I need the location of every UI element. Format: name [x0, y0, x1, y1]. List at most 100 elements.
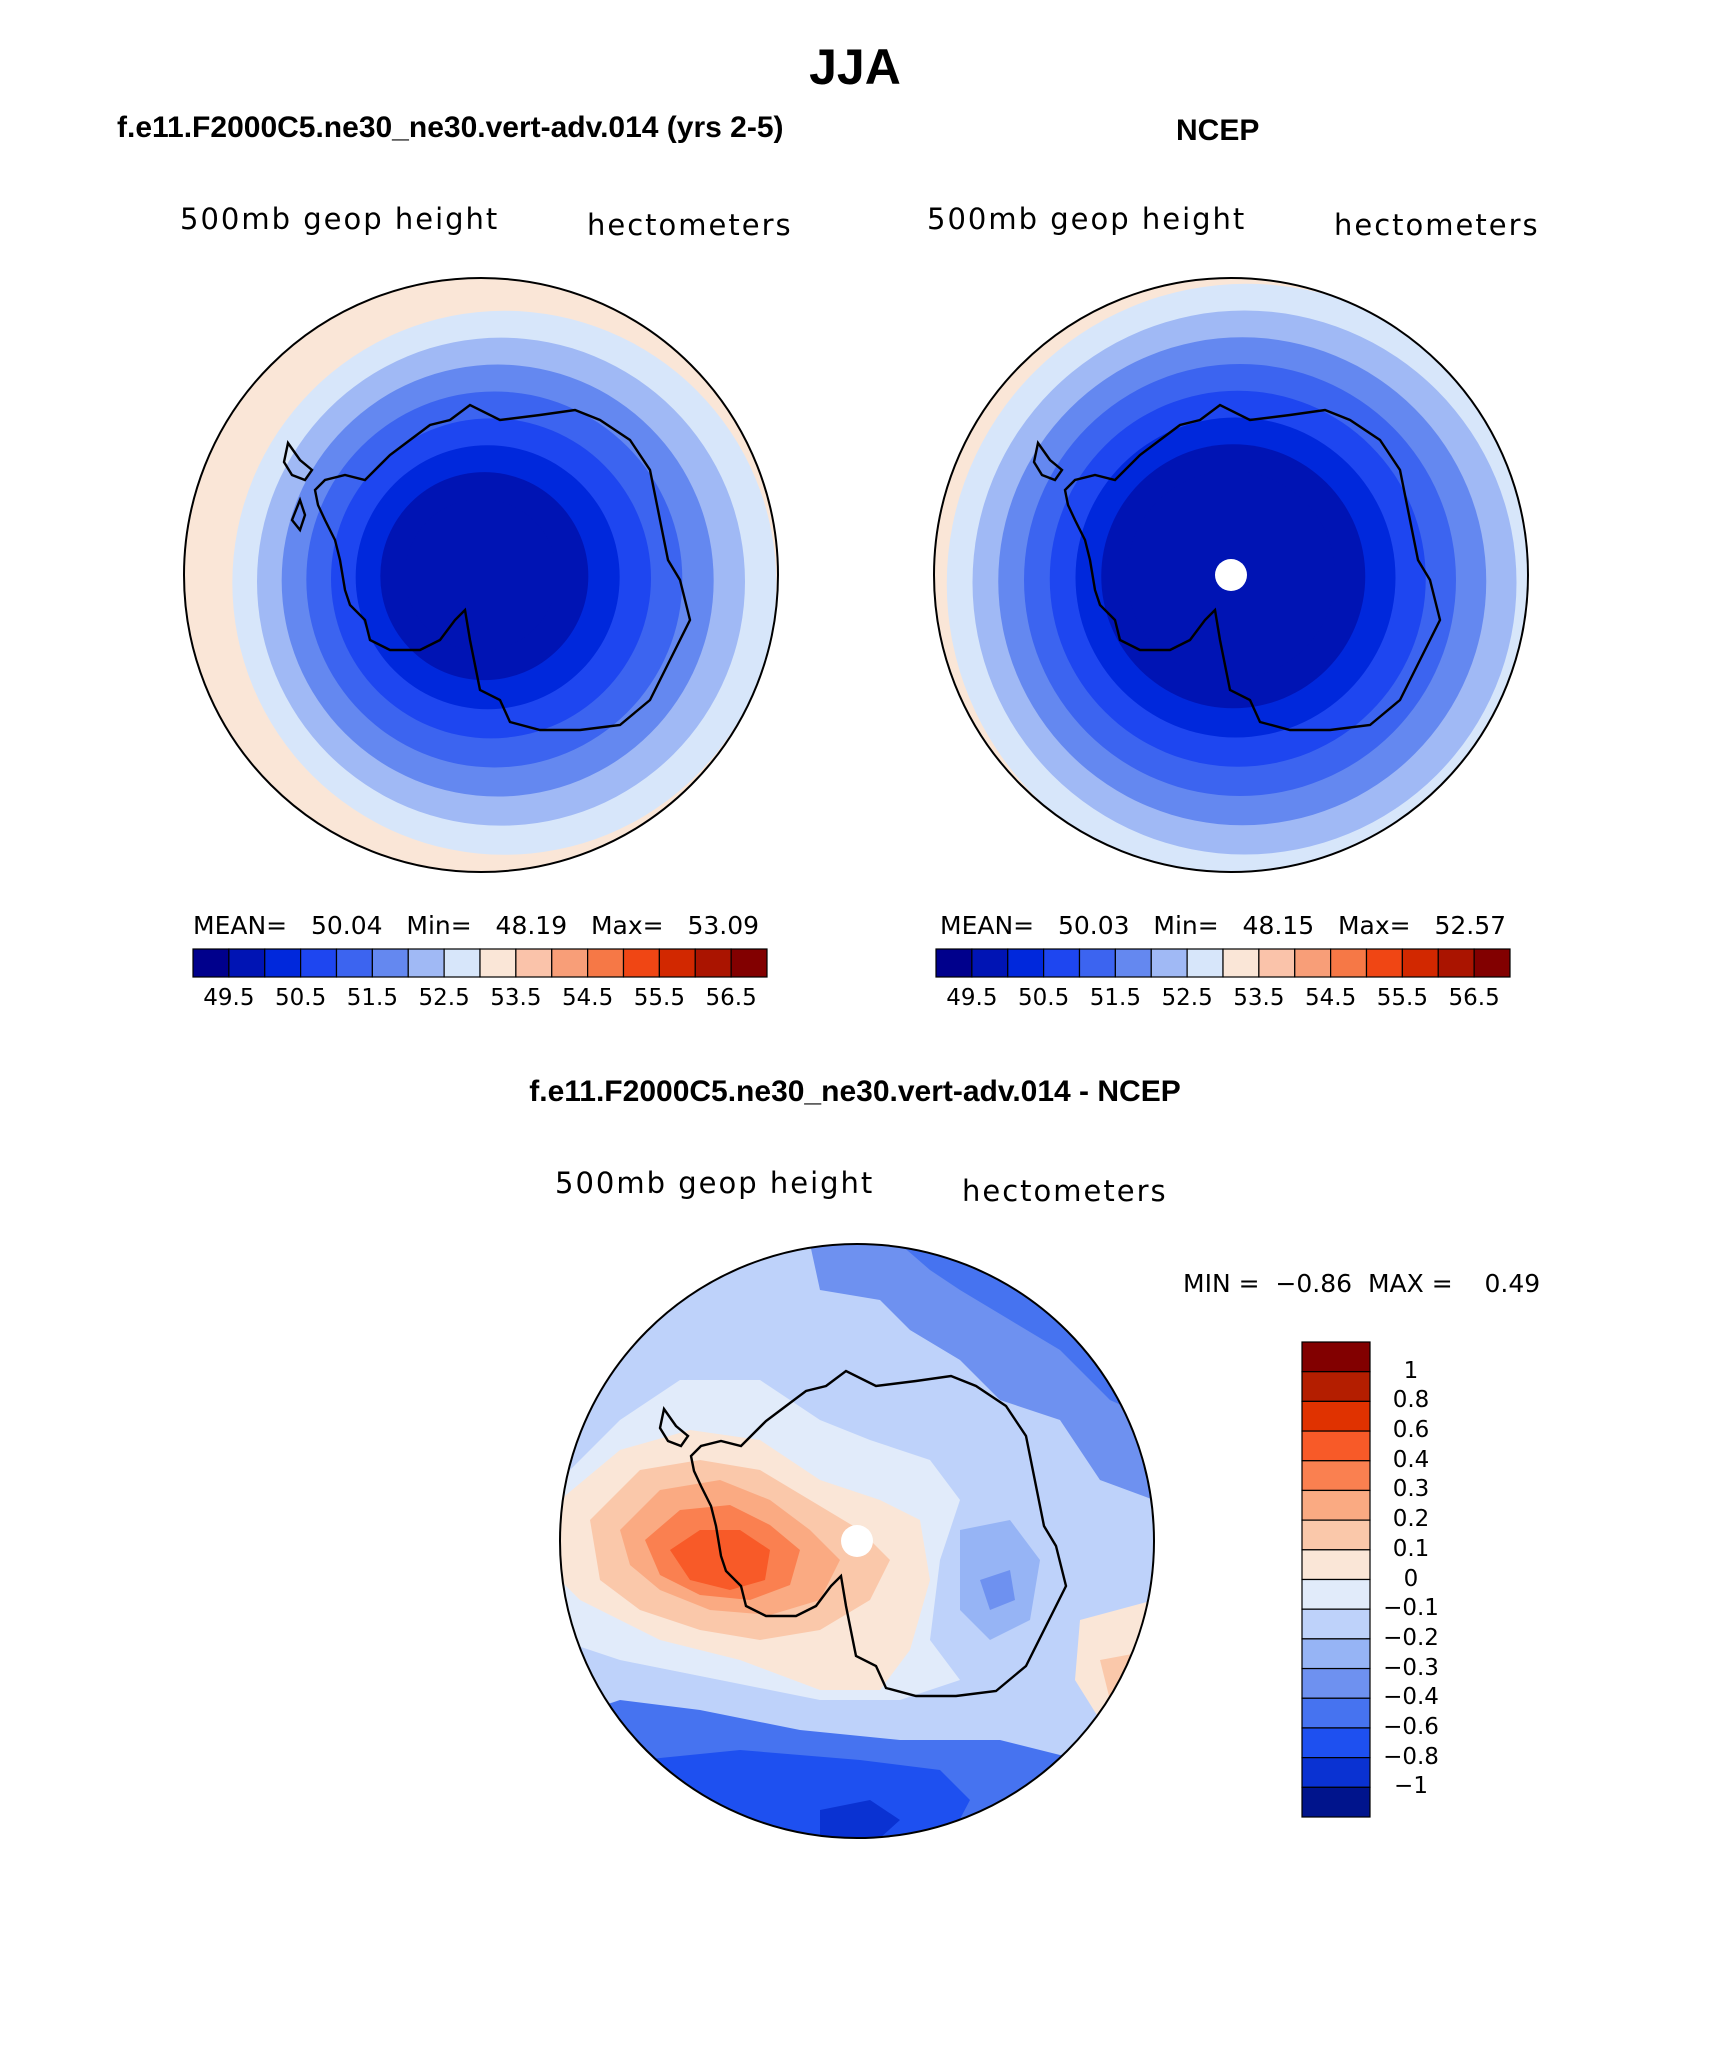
- colorbar-swatch: [1301, 1341, 1371, 1373]
- panel2-stats: MEAN= 50.03 Min= 48.15 Max= 52.57: [940, 911, 1506, 940]
- panel1-contours: [207, 283, 778, 872]
- colorbar-swatch: [515, 948, 553, 978]
- panel1-map-border: [183, 277, 779, 873]
- panel1-mean: 50.04: [310, 911, 383, 940]
- colorbar-tick-label: 49.5: [946, 985, 998, 1011]
- panel2-max: 52.57: [1434, 911, 1507, 940]
- colorbar-tick-label: 0: [1403, 1565, 1419, 1592]
- colorbar-tick-label: 50.5: [1018, 985, 1070, 1011]
- panel1-stats: MEAN= 50.04 Min= 48.19 Max= 53.09: [193, 911, 759, 940]
- panel1-min: 48.19: [495, 911, 568, 940]
- diff-variable-label: 500mb geop height: [555, 1166, 875, 1200]
- colorbar-tick-label: 53.5: [1233, 985, 1285, 1011]
- colorbar-swatch: [1078, 948, 1116, 978]
- pole-hole: [1215, 559, 1247, 591]
- colorbar-tick-label: −0.3: [1383, 1654, 1439, 1681]
- colorbar-swatch: [587, 948, 625, 978]
- panel1-colorbar: [192, 948, 768, 978]
- panel2-variable-label: 500mb geop height: [927, 202, 1247, 236]
- panel2-map-border: [933, 277, 1529, 873]
- colorbar-swatch: [1222, 948, 1260, 978]
- panel1-min-label: Min=: [406, 911, 472, 940]
- panel2-min-label: Min=: [1153, 911, 1219, 940]
- colorbar-swatch: [730, 948, 768, 978]
- colorbar-tick-label: −0.2: [1383, 1624, 1439, 1651]
- diff-map: [560, 1244, 1154, 1838]
- colorbar-swatch: [622, 948, 660, 978]
- colorbar-swatch: [658, 948, 696, 978]
- colorbar-swatch: [1301, 1400, 1371, 1432]
- panel2-mean: 50.03: [1057, 911, 1130, 940]
- colorbar-tick-label: 0.6: [1392, 1417, 1430, 1444]
- colorbar-swatch: [971, 948, 1009, 978]
- colorbar-swatch: [1365, 948, 1403, 978]
- figure-title: JJA: [809, 39, 901, 95]
- diff-contour-pos-06: [670, 1530, 770, 1590]
- colorbar-tick-label: 51.5: [1089, 985, 1141, 1011]
- contour-band: [405, 499, 557, 651]
- colorbar-tick-label: 52.5: [1161, 985, 1213, 1011]
- colorbar-tick-label: 54.5: [562, 985, 614, 1011]
- panel2-map: [934, 278, 1528, 872]
- diff-max: 0.49: [1484, 1269, 1541, 1298]
- colorbar-swatch: [1301, 1489, 1371, 1521]
- colorbar-tick-label: 0.4: [1392, 1446, 1430, 1473]
- panel1-max-label: Max=: [590, 911, 664, 940]
- colorbar-swatch: [1330, 948, 1368, 978]
- colorbar-swatch: [1301, 1786, 1371, 1818]
- colorbar-tick-label: 51.5: [346, 985, 398, 1011]
- colorbar-tick-label: −0.8: [1383, 1743, 1439, 1770]
- colorbar-tick-label: −0.6: [1383, 1713, 1439, 1740]
- colorbar-tick-label: 55.5: [1376, 985, 1428, 1011]
- colorbar-swatch: [1258, 948, 1296, 978]
- antarctica-coastline: [658, 1369, 1068, 1698]
- diff-colorbar: [1301, 1341, 1371, 1818]
- colorbar-swatch: [1294, 948, 1332, 978]
- colorbar-tick-label: 0.3: [1392, 1476, 1430, 1503]
- colorbar-swatch: [1301, 1757, 1371, 1788]
- pole-hole: [841, 1525, 873, 1557]
- colorbar-swatch: [1301, 1578, 1371, 1610]
- colorbar-swatch: [694, 948, 732, 978]
- panel1-units-label: hectometers: [587, 208, 793, 242]
- colorbar-swatch: [1301, 1430, 1371, 1462]
- colorbar-tick-label: 50.5: [275, 985, 327, 1011]
- colorbar-tick-label: 56.5: [1448, 985, 1500, 1011]
- panel2-max-label: Max=: [1337, 911, 1411, 940]
- colorbar-tick-label: 56.5: [705, 985, 757, 1011]
- colorbar-swatch: [1301, 1697, 1371, 1729]
- colorbar-swatch: [1150, 948, 1188, 978]
- colorbar-swatch: [1473, 948, 1511, 978]
- colorbar-tick-label: 49.5: [203, 985, 255, 1011]
- colorbar-tick-label: −0.1: [1383, 1595, 1439, 1622]
- antarctica-coastline: [1032, 403, 1442, 732]
- antarctica-coastline: [282, 403, 692, 732]
- colorbar-swatch: [1301, 1519, 1371, 1551]
- diff-min-label: MIN =: [1183, 1269, 1260, 1298]
- colorbar-swatch: [1401, 948, 1439, 978]
- panel2-title: NCEP: [1176, 114, 1260, 147]
- panel2-mean-label: MEAN=: [940, 911, 1035, 940]
- colorbar-tick-label: 52.5: [418, 985, 470, 1011]
- panel1-variable-label: 500mb geop height: [180, 202, 500, 236]
- panel1-max: 53.09: [687, 911, 760, 940]
- diff-min: −0.86: [1275, 1269, 1353, 1298]
- colorbar-tick-label: 55.5: [633, 985, 685, 1011]
- colorbar-swatch: [228, 948, 266, 978]
- colorbar-swatch: [1043, 948, 1081, 978]
- panel1-map: [184, 278, 778, 872]
- colorbar-swatch: [1301, 1638, 1371, 1670]
- panel1-mean-label: MEAN=: [193, 911, 288, 940]
- colorbar-swatch: [1186, 948, 1224, 978]
- diff-title: f.e11.F2000C5.ne30_ne30.vert-adv.014 - N…: [529, 1075, 1181, 1108]
- panel1-title: f.e11.F2000C5.ne30_ne30.vert-adv.014 (yr…: [117, 111, 784, 144]
- colorbar-swatch: [1007, 948, 1045, 978]
- colorbar-swatch: [192, 948, 230, 978]
- diff-max-label: MAX =: [1367, 1269, 1453, 1298]
- colorbar-swatch: [1301, 1667, 1371, 1699]
- colorbar-swatch: [1301, 1549, 1371, 1581]
- colorbar-tick-label: −1: [1394, 1773, 1428, 1800]
- colorbar-swatch: [935, 948, 973, 978]
- panel2-contours: [946, 283, 1528, 872]
- diff-stats: MIN = −0.86 MAX = 0.49: [1183, 1269, 1540, 1298]
